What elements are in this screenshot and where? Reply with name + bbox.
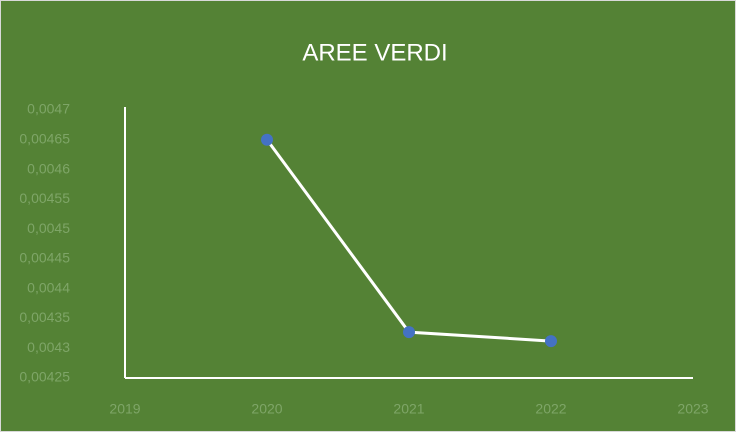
point xyxy=(545,335,557,348)
y-tick-label: 0,0043 xyxy=(27,339,70,355)
y-tick-label: 0,0046 xyxy=(27,160,70,176)
x-tick-label: 2022 xyxy=(535,401,566,417)
chart-title: AREE VERDI xyxy=(302,39,447,66)
y-tick-label: 0,00465 xyxy=(19,130,70,146)
y-tick-label: 0,0044 xyxy=(27,279,70,295)
x-tick-label: 2023 xyxy=(677,401,708,417)
y-tick-label: 0,00435 xyxy=(19,309,70,325)
y-tick-label: 0,00425 xyxy=(19,369,70,385)
point xyxy=(261,133,273,146)
y-tick-label: 0,0045 xyxy=(27,220,70,236)
x-tick-label: 2021 xyxy=(393,401,424,417)
y-tick-label: 0,00455 xyxy=(19,190,70,206)
point xyxy=(403,326,415,339)
y-tick-label: 0,00445 xyxy=(19,250,70,266)
x-tick-label: 2020 xyxy=(251,401,282,417)
y-tick-label: 0,0047 xyxy=(27,101,70,117)
x-tick-label: 2019 xyxy=(109,401,140,417)
